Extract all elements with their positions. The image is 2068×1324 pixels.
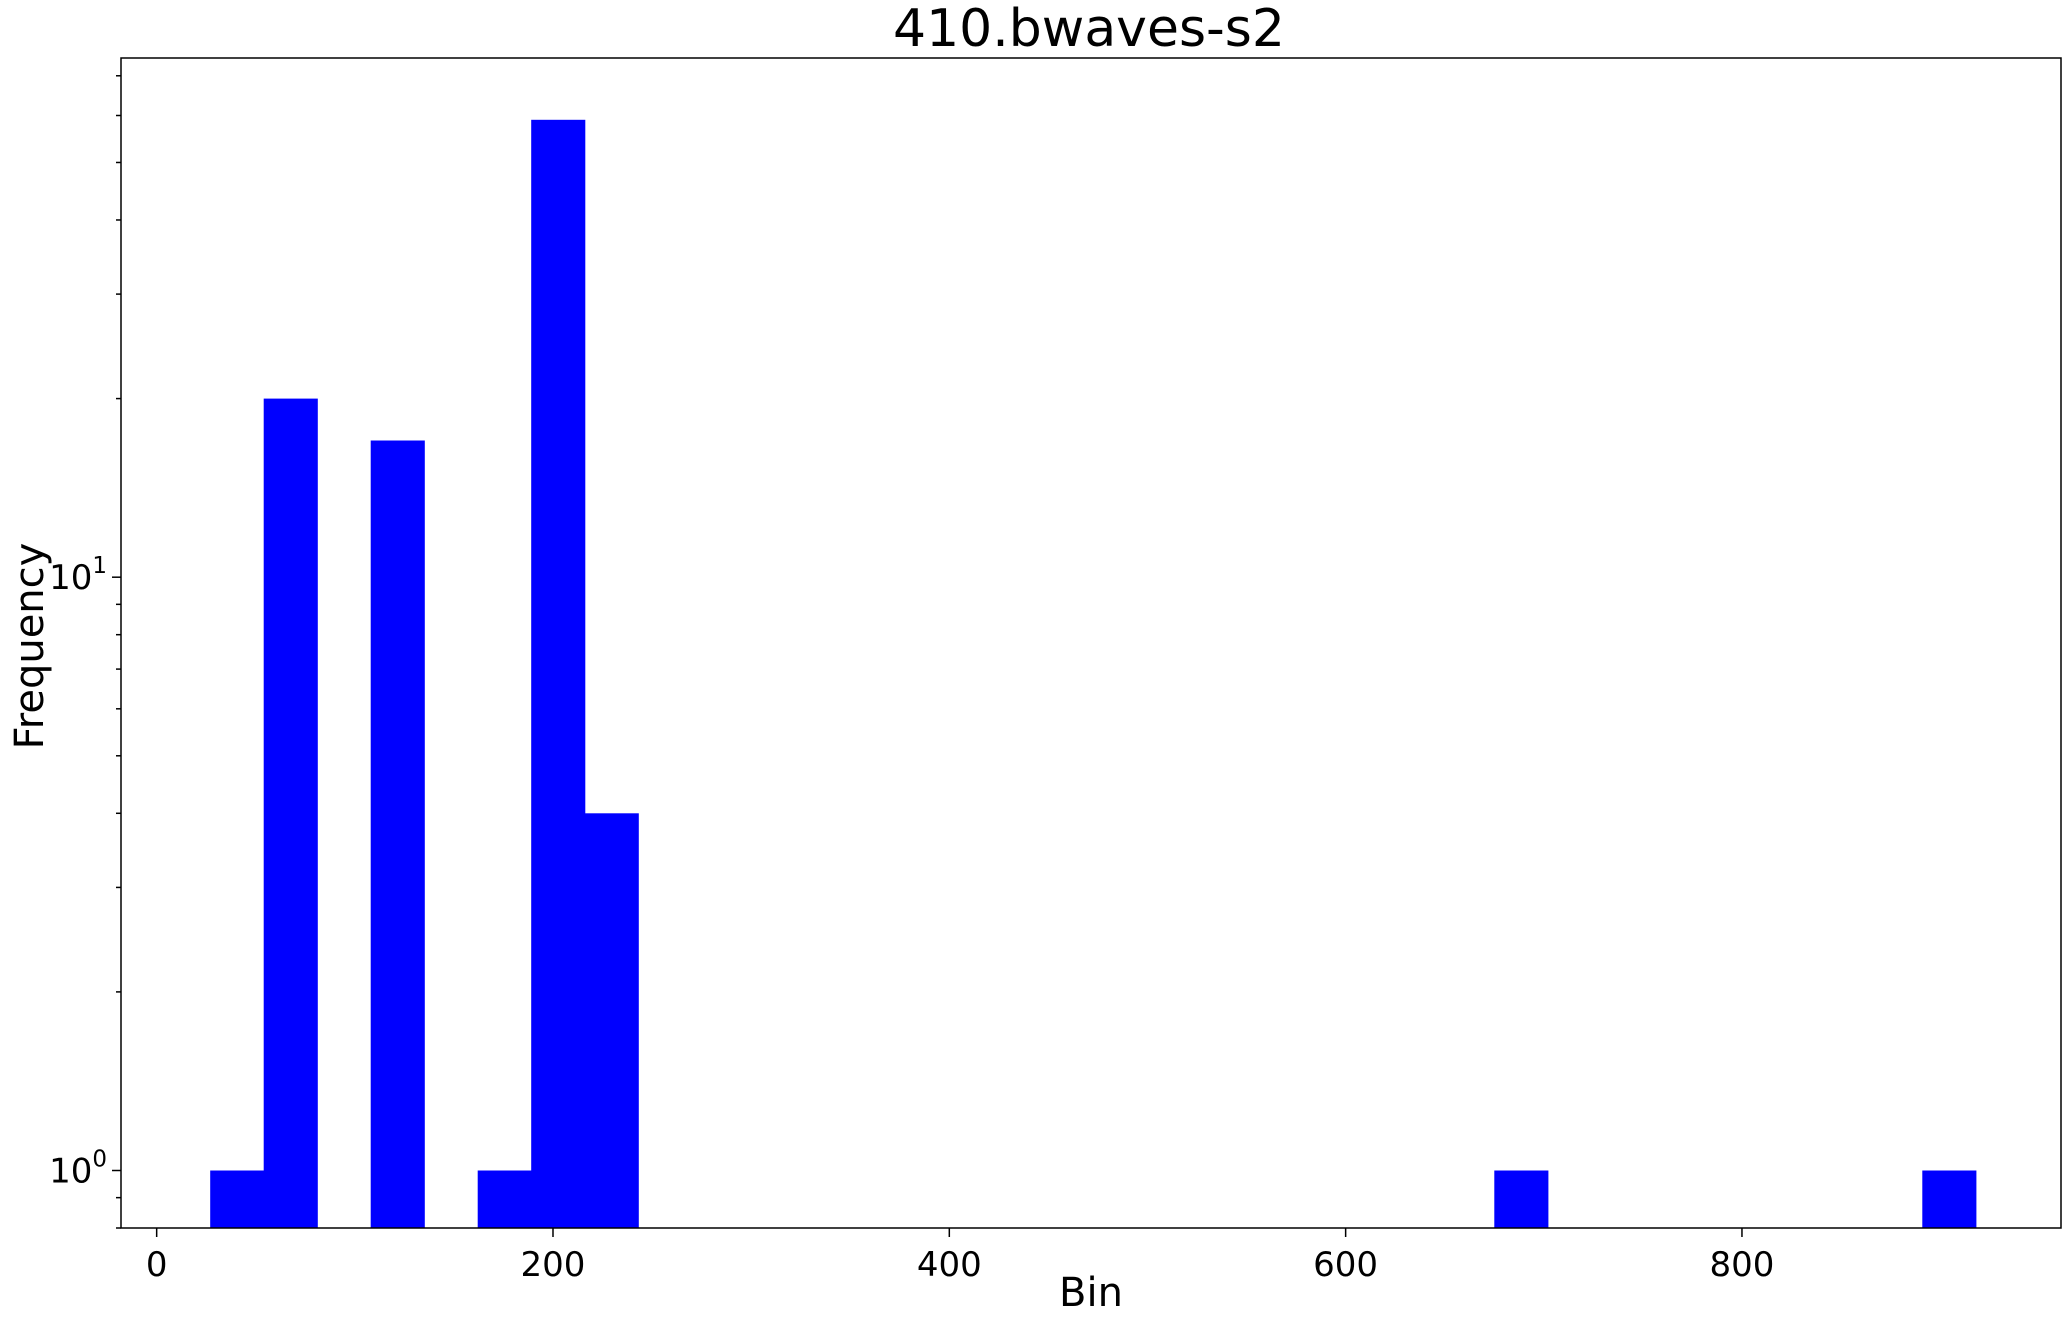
histogram-bar <box>210 1170 265 1228</box>
histogram-bar <box>1922 1170 1977 1228</box>
x-tick-label: 200 <box>521 1245 586 1285</box>
y-axis-ticks: 100 101 <box>49 75 121 1229</box>
x-tick-label: 600 <box>1313 1245 1378 1285</box>
histogram-bar <box>584 813 639 1228</box>
x-tick-label: 800 <box>1710 1245 1775 1285</box>
chart-title: 410.bwaves-s2 <box>893 0 1285 59</box>
histogram-bar <box>477 1170 532 1228</box>
bars-layer <box>210 119 1977 1229</box>
x-axis-label: Bin <box>1059 1270 1123 1316</box>
histogram-bar <box>370 440 425 1228</box>
histogram-bar <box>531 119 586 1228</box>
plot-frame <box>120 57 2062 1229</box>
y-axis-label: Frequency <box>7 543 53 750</box>
histogram-bar <box>1494 1170 1549 1228</box>
y-tick-label: 100 <box>49 1147 107 1192</box>
x-axis-ticks: 0 200 400 600 800 <box>146 1228 1775 1285</box>
x-tick-label: 400 <box>917 1245 982 1285</box>
x-tick-label: 0 <box>146 1245 168 1285</box>
y-tick-label: 101 <box>49 553 107 598</box>
histogram-bar <box>263 398 318 1229</box>
